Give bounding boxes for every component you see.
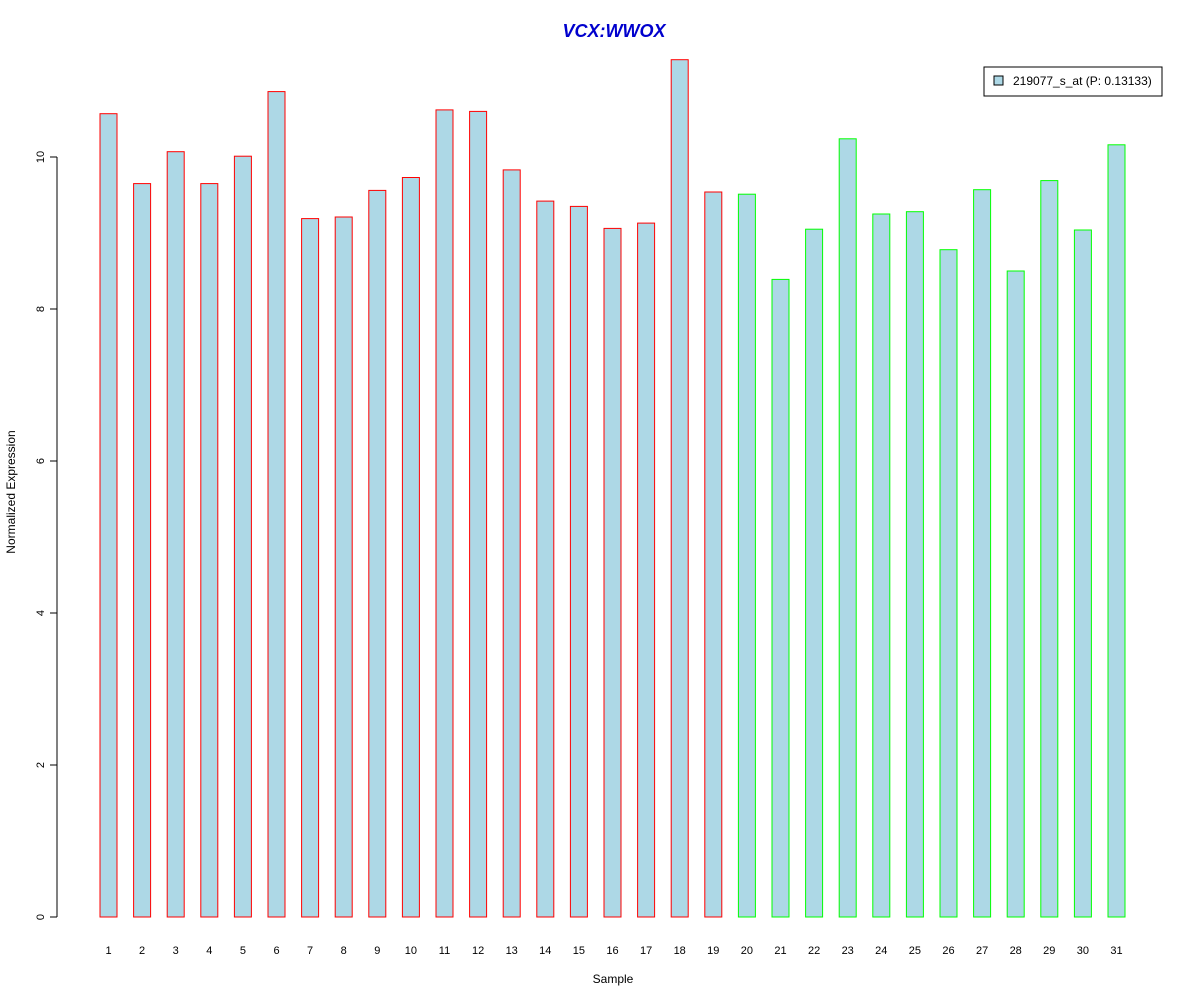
legend-box bbox=[983, 66, 1163, 97]
x-tick-label: 4 bbox=[206, 945, 212, 957]
bar-sample-4 bbox=[200, 183, 219, 918]
bar-sample-8 bbox=[334, 216, 353, 918]
x-tick-label: 27 bbox=[976, 945, 988, 957]
x-tick-label: 26 bbox=[942, 945, 954, 957]
bar-sample-3 bbox=[166, 151, 185, 918]
x-tick-label: 12 bbox=[472, 945, 484, 957]
x-tick-label: 6 bbox=[273, 945, 279, 957]
y-axis-title: Normalized Expression bbox=[4, 430, 18, 553]
x-tick-label: 25 bbox=[909, 945, 921, 957]
x-tick-label: 1 bbox=[105, 945, 111, 957]
x-tick-label: 3 bbox=[173, 945, 179, 957]
bar-sample-1 bbox=[99, 113, 118, 918]
y-tick-label: 6 bbox=[35, 458, 47, 464]
x-tick-label: 28 bbox=[1010, 945, 1022, 957]
x-tick-label: 9 bbox=[374, 945, 380, 957]
bar-sample-5 bbox=[233, 155, 252, 918]
bar-sample-22 bbox=[805, 228, 824, 918]
bar-sample-19 bbox=[704, 191, 723, 918]
bar-sample-2 bbox=[133, 183, 152, 918]
bar-sample-13 bbox=[502, 169, 521, 918]
legend-swatch bbox=[993, 75, 1004, 86]
bar-sample-29 bbox=[1040, 180, 1059, 918]
x-tick-label: 31 bbox=[1110, 945, 1122, 957]
bar-sample-15 bbox=[569, 205, 588, 918]
x-tick-label: 8 bbox=[341, 945, 347, 957]
bar-sample-9 bbox=[368, 189, 387, 918]
x-tick-label: 13 bbox=[506, 945, 518, 957]
bar-sample-11 bbox=[435, 109, 454, 918]
x-tick-label: 11 bbox=[439, 945, 450, 957]
x-tick-label: 10 bbox=[405, 945, 417, 957]
x-tick-label: 21 bbox=[774, 945, 786, 957]
bar-sample-26 bbox=[939, 249, 958, 918]
x-tick-labels: 1 2 3 4 5 6 7 8 9 10 11 12 13 14 15 16 17 18 19 20 21 22 23 24 2… bbox=[105, 945, 1122, 957]
bar-sample-21 bbox=[771, 278, 790, 918]
legend: 219077_s_at (P: 0.13133) bbox=[983, 66, 1163, 97]
bar-sample-28 bbox=[1006, 270, 1025, 918]
bar-sample-27 bbox=[973, 189, 992, 918]
legend-entry: 219077_s_at (P: 0.13133) bbox=[1013, 74, 1152, 88]
y-tick-label: 0 bbox=[35, 914, 47, 920]
chart-title: VCX:WWOX bbox=[563, 21, 667, 41]
x-tick-label: 23 bbox=[842, 945, 854, 957]
bar-sample-31 bbox=[1107, 144, 1126, 918]
bar-sample-14 bbox=[536, 200, 555, 918]
bar-sample-17 bbox=[637, 222, 656, 918]
bar-sample-12 bbox=[469, 110, 488, 918]
bar-sample-30 bbox=[1073, 229, 1092, 918]
y-tick-label: 8 bbox=[35, 306, 47, 312]
y-tick-label: 2 bbox=[35, 762, 47, 768]
bar-sample-7 bbox=[301, 218, 320, 918]
x-tick-label: 22 bbox=[808, 945, 820, 957]
bar-sample-24 bbox=[872, 213, 891, 918]
bar-sample-25 bbox=[905, 211, 924, 918]
bars-group bbox=[99, 59, 1126, 918]
x-tick-label: 18 bbox=[674, 945, 686, 957]
y-tick-label: 10 bbox=[35, 151, 47, 163]
bar-sample-23 bbox=[838, 138, 857, 918]
y-axis: 0 2 4 6 8 10 bbox=[35, 151, 58, 920]
bar-sample-18 bbox=[670, 59, 689, 918]
x-axis-title: Sample bbox=[593, 972, 634, 986]
bar-sample-10 bbox=[401, 177, 420, 918]
bar-sample-6 bbox=[267, 91, 286, 918]
x-tick-label: 14 bbox=[539, 945, 551, 957]
bar-sample-16 bbox=[603, 227, 622, 918]
x-tick-label: 17 bbox=[640, 945, 652, 957]
bar-sample-20 bbox=[737, 193, 756, 918]
x-tick-label: 19 bbox=[707, 945, 719, 957]
x-tick-label: 20 bbox=[741, 945, 753, 957]
x-tick-label: 15 bbox=[573, 945, 585, 957]
x-tick-label: 2 bbox=[139, 945, 145, 957]
y-tick-label: 4 bbox=[35, 610, 47, 616]
x-tick-label: 24 bbox=[875, 945, 887, 957]
x-tick-label: 16 bbox=[606, 945, 618, 957]
x-tick-label: 30 bbox=[1077, 945, 1089, 957]
x-tick-label: 7 bbox=[307, 945, 313, 957]
x-tick-label: 5 bbox=[240, 945, 246, 957]
x-tick-label: 29 bbox=[1043, 945, 1055, 957]
